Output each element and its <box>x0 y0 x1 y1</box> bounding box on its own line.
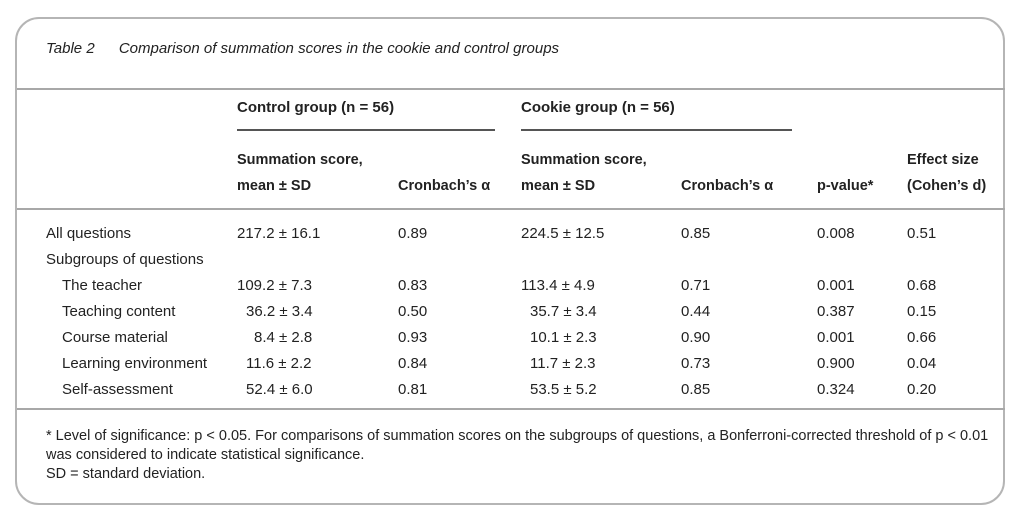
cell-cookie-alpha: 0.90 <box>681 329 711 346</box>
control-score-header-line2: mean ± SD <box>237 178 312 194</box>
cell-control-alpha: 0.81 <box>398 381 428 398</box>
cell-d: 0.20 <box>907 381 937 398</box>
header-bottom-rule <box>17 208 1005 210</box>
cell-cookie-score: 35.7 ± 3.4 <box>530 303 597 320</box>
cell-label: Teaching content <box>62 303 176 320</box>
cell-label: Learning environment <box>62 355 208 372</box>
cell-control-score: 109.2 ± 7.3 <box>237 277 312 294</box>
cell-control-alpha: 0.83 <box>398 277 428 294</box>
cell-control-alpha: 0.84 <box>398 355 428 372</box>
table-caption: Table 2 Comparison of summation scores i… <box>46 40 559 57</box>
effect-size-header-line1: Effect size <box>907 152 979 168</box>
cell-control-alpha: 0.89 <box>398 225 428 242</box>
cell-d: 0.51 <box>907 225 937 242</box>
effect-size-header: Effect size (Cohen’s d) <box>907 147 986 199</box>
table-frame <box>15 17 1005 505</box>
cookie-score-header: Summation score, mean ± SD <box>521 147 647 199</box>
table-number: Table 2 <box>46 40 95 57</box>
effect-size-header-line2: (Cohen’s d) <box>907 178 987 194</box>
cell-p: 0.001 <box>817 329 855 346</box>
cell-control-alpha: 0.93 <box>398 329 428 346</box>
cell-control-score: 11.6 ± 2.2 <box>246 355 312 372</box>
cell-control-score: 217.2 ± 16.1 <box>237 225 321 242</box>
control-score-header: Summation score, mean ± SD <box>237 147 363 199</box>
cell-p: 0.001 <box>817 277 855 294</box>
cell-p: 0.900 <box>817 355 855 372</box>
cell-d: 0.66 <box>907 329 937 346</box>
cookie-group-rule <box>521 129 792 131</box>
cookie-group-header: Cookie group (n = 56) <box>521 99 675 116</box>
cell-p: 0.008 <box>817 225 855 242</box>
cell-label: All questions <box>46 225 132 242</box>
control-group-header: Control group (n = 56) <box>237 99 395 116</box>
control-group-rule <box>237 129 495 131</box>
cell-d: 0.15 <box>907 303 937 320</box>
control-score-header-line1: Summation score, <box>237 152 363 168</box>
cell-label: The teacher <box>62 277 143 294</box>
cookie-alpha-header: Cronbach’s α <box>681 178 774 194</box>
cell-p: 0.387 <box>817 303 855 320</box>
cell-d: 0.04 <box>907 355 937 372</box>
cell-cookie-score: 224.5 ± 12.5 <box>521 225 605 242</box>
footnote-sd: SD = standard deviation. <box>46 466 206 482</box>
table-title: Comparison of summation scores in the co… <box>118 40 560 57</box>
cell-cookie-alpha: 0.44 <box>681 303 711 320</box>
cell-control-score: 8.4 ± 2.8 <box>254 329 313 346</box>
cell-control-score: 52.4 ± 6.0 <box>246 381 313 398</box>
cell-cookie-score: 10.1 ± 2.3 <box>530 329 597 346</box>
cell-cookie-alpha: 0.85 <box>681 381 711 398</box>
cell-cookie-alpha: 0.71 <box>681 277 711 294</box>
cookie-score-header-line2: mean ± SD <box>521 178 596 194</box>
cell-cookie-score: 113.4 ± 4.9 <box>521 277 595 294</box>
cell-d: 0.68 <box>907 277 937 294</box>
table-footnotes: * Level of significance: p < 0.05. For c… <box>46 427 996 484</box>
cell-label: Course material <box>62 329 168 346</box>
header-top-rule <box>17 88 1005 90</box>
cell-control-score: 36.2 ± 3.4 <box>246 303 313 320</box>
cookie-score-header-line1: Summation score, <box>521 152 647 168</box>
table-bottom-rule <box>17 408 1005 410</box>
cell-label: Self-assessment <box>62 381 173 398</box>
cell-cookie-alpha: 0.85 <box>681 225 711 242</box>
control-alpha-header: Cronbach’s α <box>398 178 491 194</box>
cell-control-alpha: 0.50 <box>398 303 428 320</box>
cell-label: Subgroups of questions <box>46 251 204 268</box>
cell-cookie-score: 11.7 ± 2.3 <box>530 355 596 372</box>
cell-cookie-alpha: 0.73 <box>681 355 711 372</box>
pvalue-header: p-value* <box>817 178 874 194</box>
cell-p: 0.324 <box>817 381 855 398</box>
cell-cookie-score: 53.5 ± 5.2 <box>530 381 597 398</box>
footnote-significance: * Level of significance: p < 0.05. For c… <box>46 428 989 463</box>
